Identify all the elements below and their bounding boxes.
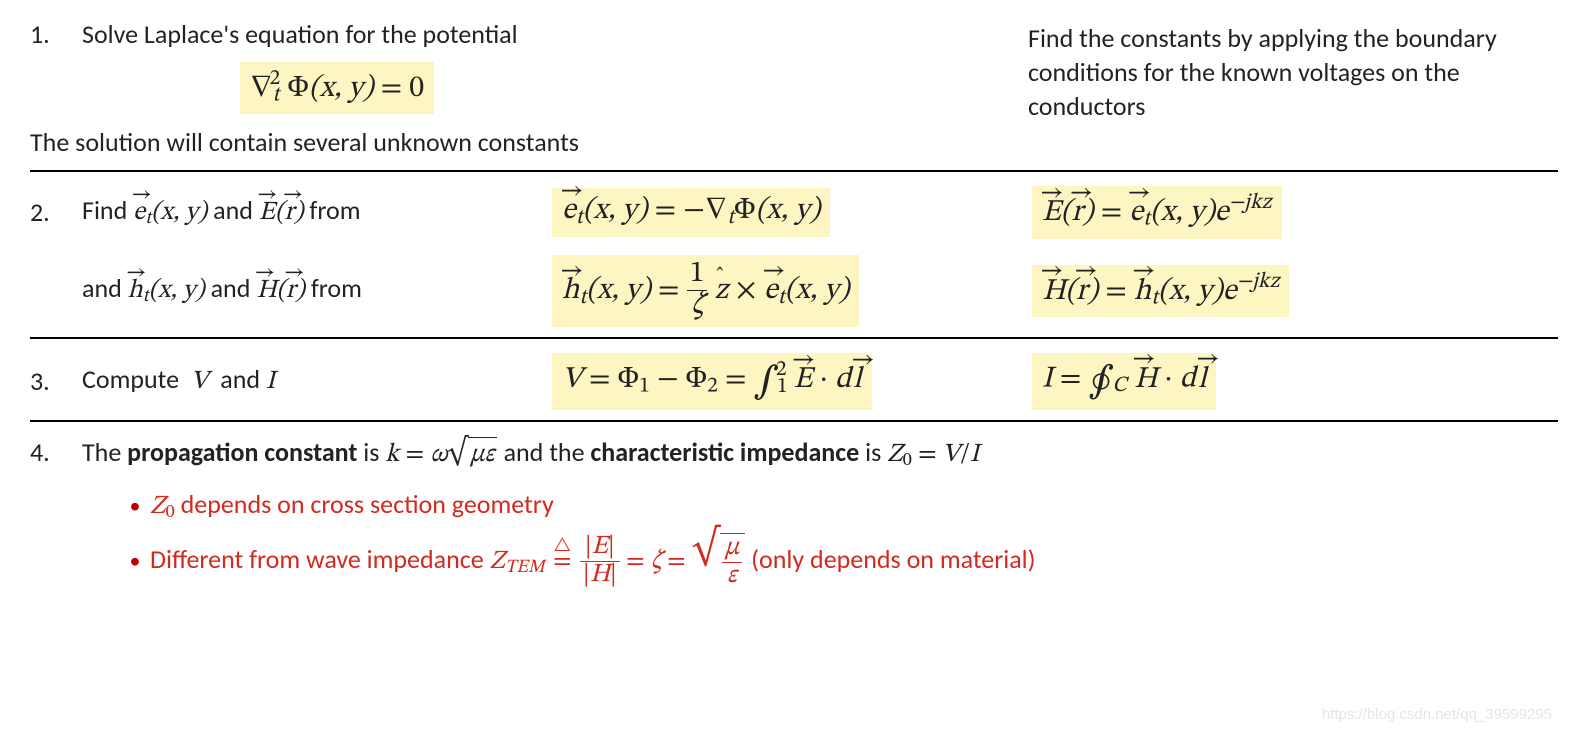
step-2-number: 2.	[30, 196, 82, 230]
step-1: 1. Solve Laplace's equation for the pote…	[30, 18, 1558, 160]
divider-2	[30, 337, 1558, 339]
step-1-number: 1.	[30, 18, 82, 52]
step-1-right-text: Find the constants by applying the bound…	[1028, 18, 1558, 123]
eq-E-full: E(r) = et(x, y)e−jkz	[1032, 186, 1282, 239]
term-propagation-constant: propagation constant	[127, 436, 357, 468]
step-2-line2-suffix: from	[311, 272, 362, 304]
eq-V: V = Φ1 − Φ2 = ∫12 E · dl	[552, 353, 872, 410]
step-1-text: Solve Laplace's equation for the potenti…	[82, 18, 518, 52]
inline-H: H(r)	[256, 278, 305, 304]
eq-I: I = ∮C H · dl	[1032, 353, 1216, 410]
step-2-line1-prefix: Find	[82, 194, 133, 226]
step-3-number: 3.	[30, 365, 82, 399]
bullet-icon: •	[120, 547, 150, 576]
term-characteristic-impedance: characteristic impedance	[590, 436, 859, 468]
divider-3	[30, 420, 1558, 422]
eq-ZTEM: ZTEM = |E||H| = ζ = √με	[490, 549, 752, 575]
step-2-line2-prefix: and	[82, 272, 128, 304]
step-2: 2. Find et(x, y) and E(r) from et(x, y) …	[30, 186, 1558, 239]
step-3-text: Compute V and I	[82, 363, 275, 395]
bullet-2: Different from wave impedance ZTEM = |E|…	[150, 533, 1036, 591]
step-4-bullets: • Z0 depends on cross section geometry •…	[120, 488, 1558, 591]
eq-Z0: Z0 = V/I	[887, 442, 979, 468]
bullet-icon: •	[120, 492, 150, 521]
step-1-note: The solution will contain several unknow…	[30, 126, 1028, 160]
step-4-line: The propagation constant is k = ω√με and…	[82, 436, 979, 473]
step-4-number: 4.	[30, 436, 82, 470]
step-2b: and ht(x, y) and H(r) from ht(x, y) = 1ζ…	[30, 255, 1558, 327]
eq-k: k = ω√με	[385, 442, 503, 468]
eq-ht: ht(x, y) = 1ζ ˆz × et(x, y)	[552, 255, 859, 327]
inline-ht: ht(x, y)	[128, 278, 205, 304]
step-2-line1-suffix: from	[309, 194, 360, 226]
inline-et: et(x, y)	[133, 200, 207, 226]
step-3: 3. Compute V and I V = Φ1 − Φ2 = ∫12 E ·…	[30, 353, 1558, 410]
step-4: 4. The propagation constant is k = ω√με …	[30, 436, 1558, 473]
eq-et-grad: et(x, y) = −∇tΦ(x, y)	[552, 188, 830, 237]
inline-E: E(r)	[259, 200, 304, 226]
divider-1	[30, 170, 1558, 172]
watermark: https://blog.csdn.net/qq_39599295	[1322, 705, 1552, 725]
step-2-line1-mid: and	[213, 194, 259, 226]
bullet-1: Z0 depends on cross section geometry	[150, 488, 554, 525]
eq-laplace: ∇t2 Φ(x, y) = 0	[240, 62, 434, 115]
eq-H-full: H(r) = ht(x, y)e−jkz	[1032, 265, 1289, 318]
step-2-line2-mid: and	[211, 272, 257, 304]
